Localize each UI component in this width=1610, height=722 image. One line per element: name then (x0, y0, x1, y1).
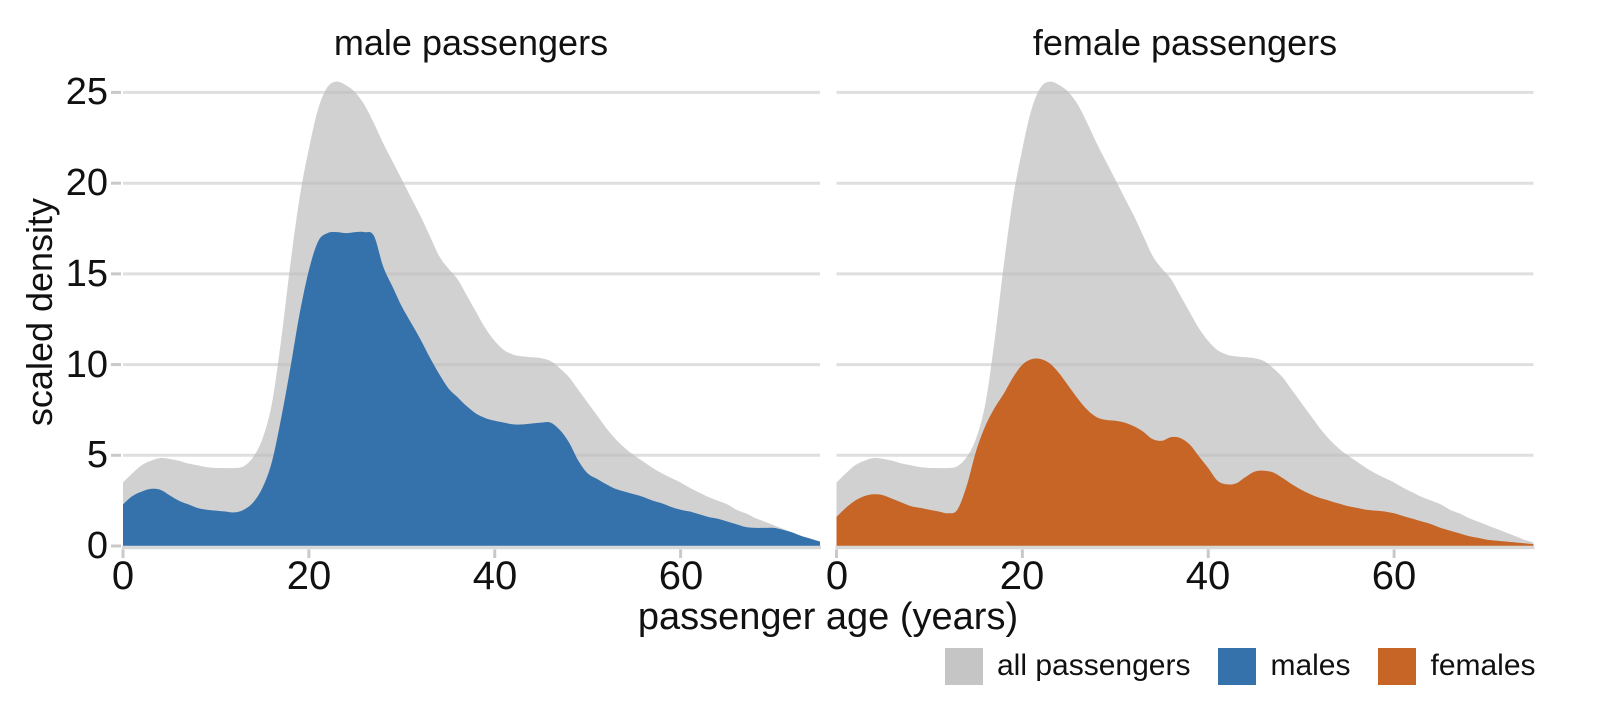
x-tick-label: 60 (1371, 554, 1417, 598)
x-tick-label: 60 (658, 554, 704, 598)
legend-label-all-passengers: all passengers (997, 649, 1191, 682)
y-tick-label: 0 (86, 525, 108, 567)
area-males (123, 231, 820, 546)
legend-item-males: males (1218, 646, 1350, 686)
x-tick-label: 20 (286, 554, 332, 598)
legend-label-females: females (1430, 649, 1536, 682)
legend-swatch-females-icon (1378, 647, 1417, 685)
legend-swatch-all-passengers-icon (945, 647, 983, 685)
x-axis-label: passenger age (years) (637, 596, 1019, 638)
y-tick-label: 15 (65, 253, 108, 295)
x-tick-label: 40 (472, 554, 518, 598)
chart-legend: all passengers males females (945, 646, 1536, 686)
panel-title-female: female passengers (1032, 22, 1338, 63)
x-tick-label: 0 (111, 554, 135, 598)
area-females (836, 358, 1534, 546)
legend-item-females: females (1378, 646, 1536, 686)
y-tick-label: 5 (86, 434, 108, 476)
y-tick-label: 10 (65, 344, 108, 386)
legend-swatch-males-icon (1218, 647, 1257, 685)
x-tick-label: 0 (825, 554, 849, 598)
panel-title-male: male passengers (333, 22, 609, 63)
y-tick-label: 25 (65, 71, 108, 113)
legend-item-all-passengers: all passengers (945, 646, 1190, 686)
x-tick-label: 40 (1185, 554, 1231, 598)
x-tick-label: 20 (999, 554, 1045, 598)
y-tick-label: 20 (65, 162, 108, 204)
legend-label-males: males (1270, 649, 1351, 682)
